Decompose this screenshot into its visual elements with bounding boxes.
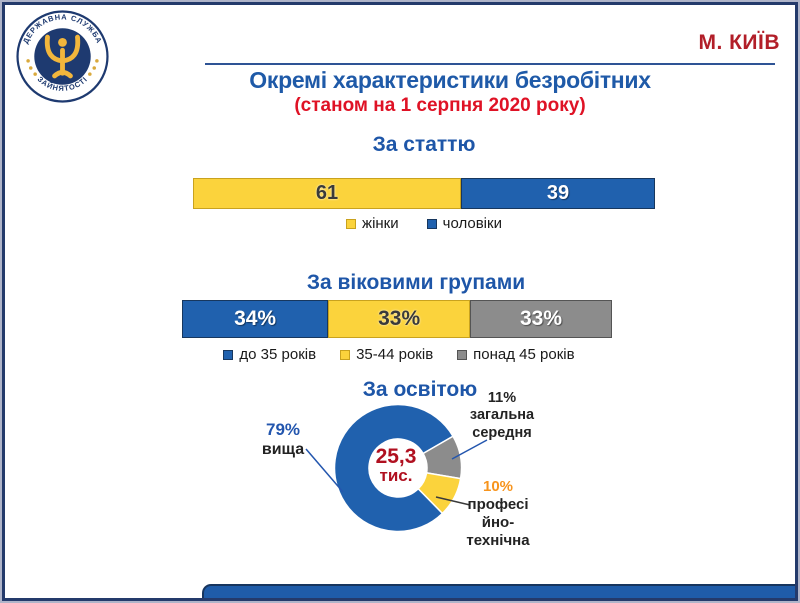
general-secondary-name-line1: загальна (469, 407, 535, 424)
men-legend-swatch-icon (426, 218, 437, 229)
gender-section-heading: За статтю (372, 133, 476, 156)
header-divider (205, 63, 775, 65)
legend-item-over45: понад 45 років (457, 346, 575, 363)
footer-accent-bar (202, 584, 797, 598)
region-label: М. КИЇВ (698, 31, 780, 54)
general-secondary-callout: 11% загальна середня (452, 390, 552, 442)
page-title: Окремі характеристики безробітних (249, 67, 651, 93)
vocational-name-line3: технічна (466, 532, 530, 549)
age-bar-segment-35-44: 33% (328, 300, 471, 338)
men-legend-label: чоловіки (442, 215, 502, 232)
gender-men-value: 39 (546, 182, 570, 204)
gender-stacked-bar: 61 39 (193, 178, 655, 209)
over45-legend-label: понад 45 років (473, 346, 575, 363)
age-legend: до 35 років 35-44 років понад 45 років (152, 346, 646, 363)
age-under35-value: 34% (234, 307, 277, 330)
under35-legend-label: до 35 років (239, 346, 317, 363)
women-legend-label: жінки (362, 215, 399, 232)
legend-item-35-44: 35-44 років (340, 346, 433, 363)
gender-women-value: 61 (315, 182, 339, 204)
donut-center-total: 25,3 тис. (354, 446, 438, 484)
age-35-44-value: 33% (378, 307, 421, 330)
age-bar-segment-under35: 34% (182, 300, 329, 338)
over45-legend-swatch-icon (457, 349, 468, 360)
vocational-callout: 10% професі йно- технічна (452, 478, 544, 550)
vocational-name-line1: професі (467, 496, 529, 513)
vocational-pct: 10% (482, 478, 514, 495)
35-44-legend-swatch-icon (340, 349, 351, 360)
gender-legend: жінки чоловіки (193, 215, 655, 232)
general-secondary-name-line2: середня (472, 424, 532, 441)
vocational-name-line2: йно- (481, 514, 515, 531)
women-legend-swatch-icon (346, 218, 357, 229)
higher-education-pct: 79% (265, 420, 301, 439)
person-figure-icon (44, 34, 81, 79)
general-secondary-pct: 11% (487, 390, 517, 406)
higher-education-name: вища (261, 441, 305, 459)
legend-item-men: чоловіки (426, 215, 502, 232)
employment-service-logo: ДЕРЖАВНА СЛУЖБА ЗАЙНЯТОСТІ (16, 10, 109, 103)
page-subtitle: (станом на 1 серпня 2020 року) (294, 95, 586, 116)
gender-bar-segment-women: 61 (193, 178, 461, 209)
higher-education-callout: 79% вища (250, 420, 316, 460)
education-section-heading: За освітою (362, 378, 478, 401)
total-unit: тис. (379, 466, 413, 485)
age-over45-value: 33% (520, 307, 563, 330)
under35-legend-swatch-icon (223, 349, 234, 360)
age-bar-segment-over45: 33% (470, 300, 612, 338)
age-section-heading: За віковими групами (306, 271, 526, 294)
legend-item-women: жінки (346, 215, 399, 232)
35-44-legend-label: 35-44 років (356, 346, 434, 363)
age-stacked-bar: 34% 33% 33% (182, 300, 612, 338)
donut-slice-higher-education (333, 403, 454, 533)
gender-bar-segment-men: 39 (460, 178, 655, 209)
legend-item-under35: до 35 років (223, 346, 316, 363)
total-value: 25,3 (375, 445, 417, 468)
wheat-decoration-icon (26, 59, 99, 76)
